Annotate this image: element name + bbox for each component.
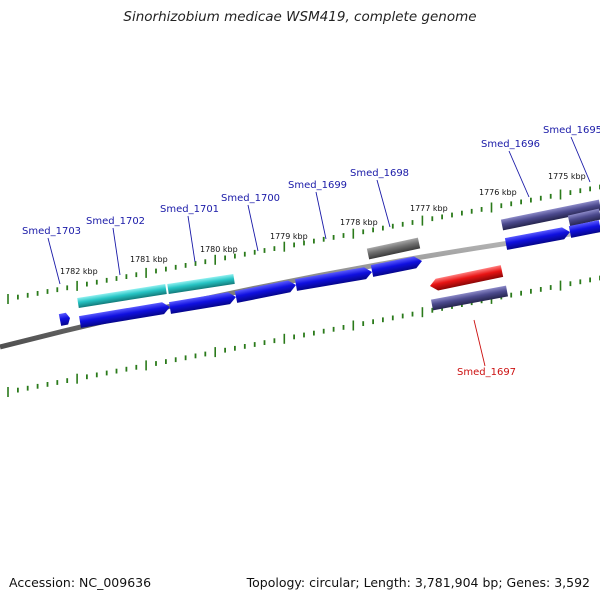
- smed-1695-gene[interactable]: [567, 208, 600, 227]
- accession-text: Accession: NC_009636: [9, 575, 152, 590]
- scale-label-1777: 1777 kbp: [410, 204, 448, 213]
- scale-label-1782: 1782 kbp: [60, 267, 98, 276]
- scale-label-1778: 1778 kbp: [340, 218, 378, 227]
- smed-1697-gene[interactable]: [430, 285, 509, 311]
- genome-summary-text: Topology: circular; Length: 3,781,904 bp…: [246, 575, 590, 590]
- outer-tick-track: [7, 184, 600, 304]
- scale-label-1776: 1776 kbp: [479, 188, 517, 197]
- scale-label-1779: 1779 kbp: [270, 232, 308, 241]
- smed-1695-cds[interactable]: [568, 220, 600, 238]
- scale-labels: 1782 kbp 1781 kbp 1780 kbp 1779 kbp 1778…: [60, 172, 586, 276]
- gene-label-smed-1700[interactable]: Smed_1700: [221, 193, 280, 204]
- smed-1700-cds[interactable]: [234, 279, 297, 303]
- leader-smed-1701: [187, 215, 196, 263]
- gene-label-smed-1695[interactable]: Smed_1695: [543, 125, 600, 136]
- smed-1699-cds[interactable]: [294, 266, 373, 291]
- leader-smed-1698: [376, 179, 391, 228]
- smed-1701-gene[interactable]: [167, 274, 235, 294]
- leader-smed-1699: [315, 191, 327, 240]
- smed-1703-cds[interactable]: [58, 312, 71, 326]
- gene-features: [58, 199, 600, 328]
- scale-label-1780: 1780 kbp: [200, 245, 238, 254]
- gene-label-smed-1701[interactable]: Smed_1701: [160, 204, 219, 215]
- leader-smed-1695: [570, 136, 591, 183]
- gene-label-smed-1703[interactable]: Smed_1703: [22, 226, 81, 237]
- gene-labels: Smed_1703 Smed_1702 Smed_1701 Smed_1700 …: [22, 125, 600, 378]
- gene-label-smed-1696[interactable]: Smed_1696: [481, 139, 540, 150]
- scale-label-1781: 1781 kbp: [130, 255, 168, 264]
- leader-smed-1700: [247, 204, 259, 252]
- gene-label-smed-1699[interactable]: Smed_1699: [288, 180, 347, 191]
- smed-1702-gene[interactable]: [77, 284, 167, 308]
- smed-1698-cds[interactable]: [370, 255, 423, 277]
- scale-label-1775: 1775 kbp: [548, 172, 586, 181]
- leader-smed-1702: [112, 227, 121, 276]
- inner-tick-track: [7, 275, 600, 397]
- smed-1696-cds[interactable]: [504, 226, 571, 250]
- smed-1702-cds[interactable]: [79, 301, 171, 328]
- gene-label-smed-1697[interactable]: Smed_1697: [457, 367, 516, 378]
- label-leader-lines: [47, 136, 591, 367]
- gene-label-smed-1698[interactable]: Smed_1698: [350, 168, 409, 179]
- leader-smed-1697: [473, 319, 486, 367]
- leader-smed-1696: [508, 150, 530, 198]
- map-title: Sinorhizobium medicae WSM419, complete g…: [123, 9, 477, 25]
- smed-1698-gene[interactable]: [366, 237, 421, 260]
- gene-label-smed-1702[interactable]: Smed_1702: [86, 216, 145, 227]
- smed-1701-cds[interactable]: [169, 291, 237, 314]
- leader-smed-1703: [47, 237, 61, 285]
- smed-1696-gene[interactable]: [500, 199, 600, 231]
- smed-1697-cds[interactable]: [429, 265, 504, 292]
